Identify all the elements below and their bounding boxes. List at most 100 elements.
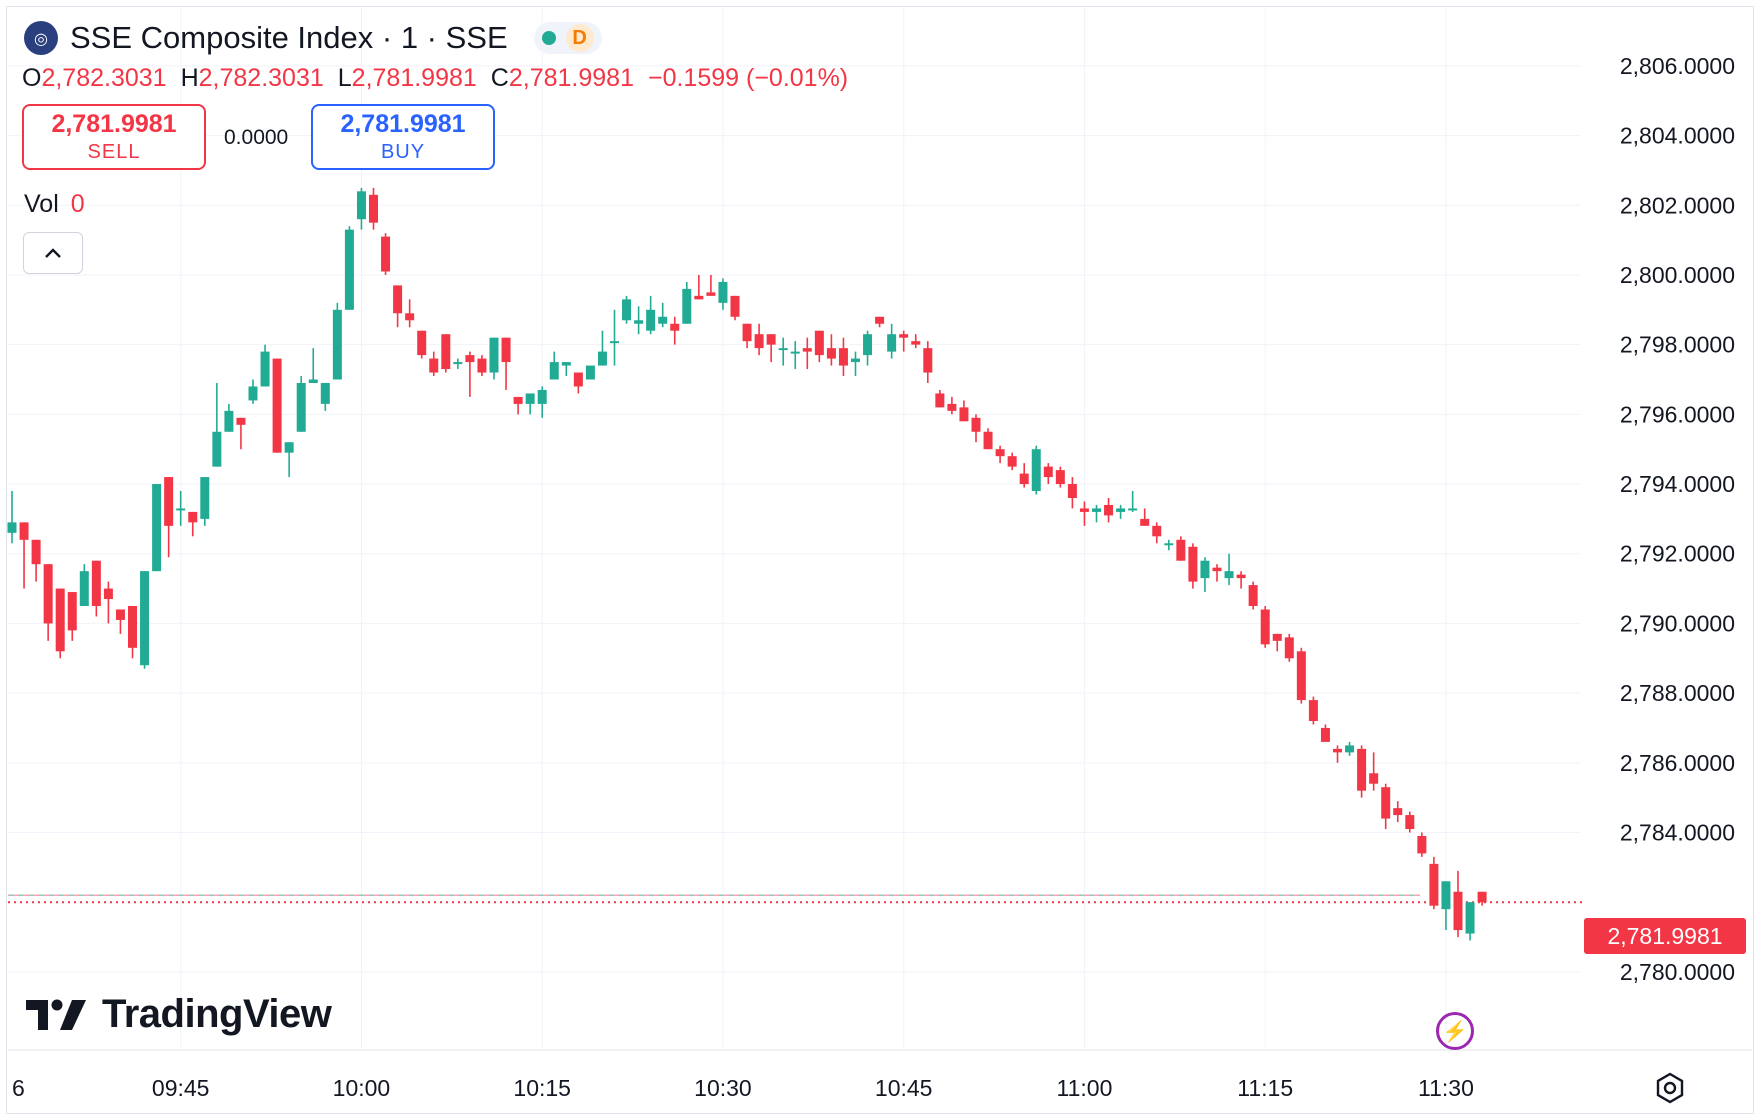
candle-body: [1019, 473, 1029, 485]
candle-body: [1296, 651, 1306, 701]
candle-body: [814, 330, 824, 356]
y-tick-label: 2,800.0000: [1620, 262, 1735, 288]
candle-body: [103, 588, 113, 600]
candle-body: [176, 508, 186, 511]
candle: [260, 344, 270, 387]
candle: [1333, 745, 1342, 763]
candle-body: [356, 191, 366, 220]
close-label: C: [490, 64, 509, 92]
candle: [332, 302, 342, 380]
tradingview-wordmark: TradingView: [102, 992, 332, 1036]
candle: [296, 376, 306, 432]
collapse-legend-button[interactable]: [23, 232, 83, 274]
candle: [802, 337, 812, 370]
volume-value: 0: [70, 190, 85, 218]
y-tick-label: 2,780.0000: [1620, 959, 1735, 985]
candle-body: [248, 386, 258, 401]
candle: [1345, 741, 1355, 756]
candle-body: [971, 417, 981, 432]
symbol-title[interactable]: SSE Composite Index · 1 · SSE: [70, 20, 508, 55]
y-tick-label: 2,802.0000: [1620, 192, 1735, 218]
candle-body: [646, 309, 656, 331]
candle-body: [501, 337, 511, 363]
candle-body: [585, 365, 595, 380]
settings-gear-icon[interactable]: [1652, 1070, 1688, 1106]
open-value: 2,782.3031: [41, 64, 167, 92]
candle-body: [1007, 456, 1017, 467]
candle: [754, 323, 764, 356]
candle-body: [296, 382, 306, 432]
candle-body: [308, 379, 318, 383]
candle: [248, 379, 258, 404]
candle: [393, 285, 403, 328]
candle-body: [1224, 571, 1234, 579]
candle-body: [1393, 808, 1403, 816]
candle: [1477, 891, 1487, 906]
candle: [1429, 856, 1439, 910]
candle-body: [1357, 748, 1367, 791]
candle: [1296, 647, 1306, 704]
globe-icon[interactable]: ◎: [24, 21, 58, 55]
candle: [1308, 696, 1318, 725]
candle: [838, 337, 848, 377]
candle-body: [525, 393, 535, 404]
candle: [19, 522, 29, 589]
ohlc-legend: O2,782.3031 H2,782.3031 L2,781.9981 C2,7…: [22, 64, 848, 93]
y-tick-label: 2,806.0000: [1620, 53, 1735, 79]
candle: [971, 414, 981, 443]
candle-body: [140, 571, 150, 666]
candle-body: [1333, 748, 1342, 753]
candle-body: [79, 571, 89, 607]
candle: [622, 295, 632, 324]
candle: [1019, 463, 1029, 488]
x-axis[interactable]: 6 09:45 10:00 10:15 10:30 10:45 11:00 11:15 11:3…: [12, 1075, 1474, 1101]
candle: [1212, 564, 1222, 582]
candle-body: [1092, 508, 1101, 512]
candle-body: [923, 348, 933, 373]
candle: [1007, 452, 1017, 471]
candle-body: [332, 309, 342, 380]
candle: [212, 382, 222, 467]
candle: [284, 442, 294, 478]
buy-button[interactable]: 2,781.9981 BUY: [311, 104, 495, 170]
candle: [405, 299, 415, 328]
candle: [694, 274, 704, 300]
candle: [1248, 581, 1258, 610]
candle: [67, 592, 77, 641]
candle: [959, 400, 969, 422]
candle: [164, 477, 174, 558]
candle: [1357, 745, 1367, 798]
market-status-pill[interactable]: D: [533, 22, 602, 54]
candle-body: [1055, 470, 1065, 485]
candle: [634, 306, 644, 335]
delay-badge: D: [565, 24, 594, 52]
lightning-icon[interactable]: ⚡: [1436, 1012, 1474, 1050]
tradingview-logo[interactable]: TradingView: [26, 992, 332, 1037]
candle-body: [1152, 525, 1162, 537]
candle-body: [152, 484, 162, 572]
candle-body: [236, 417, 246, 425]
candle-body: [1417, 835, 1427, 854]
candle-body: [573, 372, 583, 387]
x-tick-label: 10:45: [875, 1075, 933, 1101]
candle-body: [1188, 546, 1198, 582]
candle: [1320, 724, 1330, 742]
candle-body: [622, 299, 632, 321]
x-tick-label: 6: [12, 1075, 25, 1101]
candle: [1152, 522, 1162, 544]
y-axis[interactable]: 2,806.0000 2,804.0000 2,802.0000 2,800.0000…: [1620, 53, 1735, 985]
candle-body: [417, 330, 427, 356]
candle: [1104, 497, 1114, 523]
y-tick-label: 2,784.0000: [1620, 820, 1735, 846]
candle: [995, 445, 1005, 464]
candle-body: [67, 592, 77, 631]
sell-button[interactable]: 2,781.9981 SELL: [22, 104, 206, 170]
candle: [224, 403, 234, 432]
candle-body: [1104, 504, 1114, 516]
tradingview-logo-icon: [26, 999, 86, 1030]
y-tick-label: 2,788.0000: [1620, 680, 1735, 706]
candle: [947, 396, 957, 415]
candle-body: [31, 539, 41, 565]
volume-legend[interactable]: Vol 0: [24, 190, 85, 219]
